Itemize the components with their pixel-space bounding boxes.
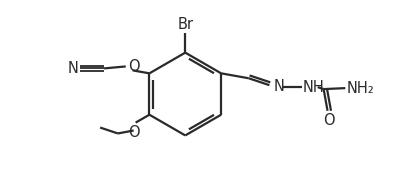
Text: N: N [68,61,79,76]
Text: N: N [274,79,284,94]
Text: O: O [323,113,334,128]
Text: NH₂: NH₂ [346,81,374,96]
Text: O: O [128,125,140,140]
Text: NH: NH [303,80,325,95]
Text: O: O [128,59,140,74]
Text: Br: Br [177,17,193,32]
